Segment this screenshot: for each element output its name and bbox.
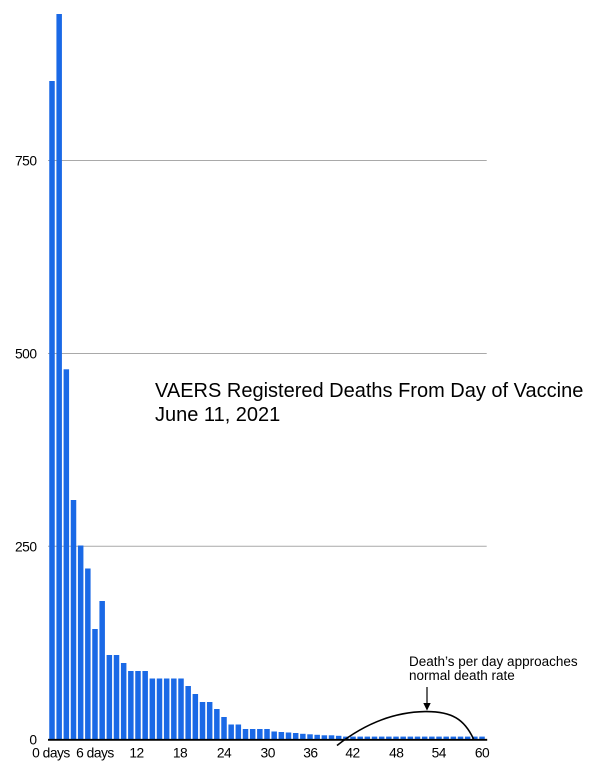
svg-text:18: 18 — [173, 746, 188, 761]
svg-text:48: 48 — [389, 746, 404, 761]
svg-text:0: 0 — [29, 733, 37, 748]
svg-text:24: 24 — [217, 746, 232, 761]
svg-text:normal death rate: normal death rate — [409, 668, 515, 683]
svg-text:30: 30 — [261, 746, 276, 761]
svg-text:12: 12 — [129, 746, 143, 761]
svg-text:60: 60 — [475, 746, 490, 761]
svg-text:250: 250 — [15, 540, 37, 555]
svg-text:6 days: 6 days — [76, 746, 114, 761]
svg-text:June 11, 2021: June 11, 2021 — [155, 404, 280, 426]
svg-text:VAERS Registered Deaths From D: VAERS Registered Deaths From Day of Vacc… — [155, 380, 583, 402]
svg-text:750: 750 — [15, 154, 37, 169]
svg-text:0 days: 0 days — [32, 746, 70, 761]
svg-text:Death’s per day approaches: Death’s per day approaches — [409, 654, 578, 669]
svg-text:42: 42 — [345, 746, 359, 761]
svg-text:500: 500 — [15, 347, 37, 362]
svg-text:54: 54 — [432, 746, 447, 761]
svg-text:36: 36 — [303, 746, 318, 761]
